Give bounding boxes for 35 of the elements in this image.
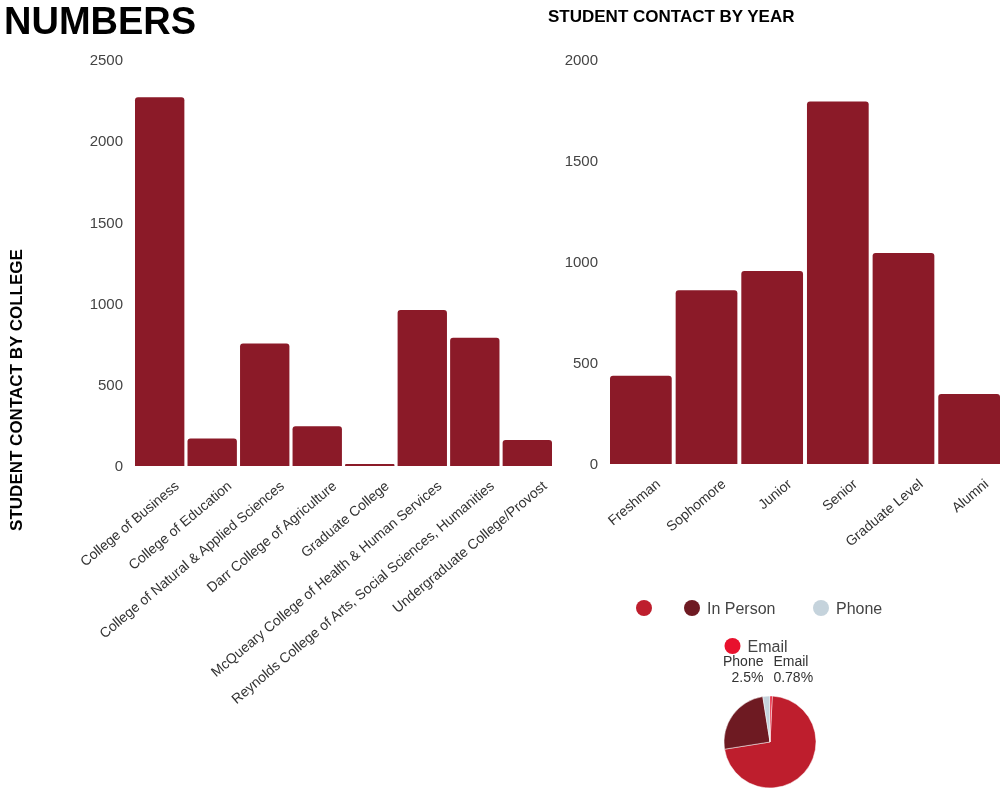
slice-label: Phone	[722, 653, 764, 670]
y-tick-label: 1500	[564, 152, 598, 170]
pie-slice	[724, 695, 817, 789]
y-tick-label: 0	[589, 455, 598, 473]
y-tick-label: 500	[97, 376, 123, 394]
y-tick-label: 2000	[89, 132, 123, 150]
legend-label: Phone	[836, 599, 883, 617]
chart-title: NUMBERS	[4, 0, 197, 42]
chart-title: STUDENT CONTACT BY YEAR	[548, 7, 795, 26]
bar	[292, 426, 342, 466]
bar	[872, 252, 935, 464]
bar	[450, 337, 500, 466]
legend-label: Email	[747, 637, 788, 655]
y-tick-label: 1500	[89, 213, 123, 231]
data-label: 2.5%	[731, 669, 764, 686]
y-tick-label: 500	[572, 354, 598, 372]
bar	[741, 271, 804, 464]
y-tick-label: 0	[114, 457, 123, 475]
bar	[397, 310, 447, 466]
bar	[806, 101, 869, 464]
bar	[610, 375, 672, 464]
bar	[675, 290, 738, 464]
y-tick-label: 2500	[89, 51, 123, 69]
bar	[502, 440, 552, 466]
bar	[135, 97, 185, 466]
data-label: 0.78%	[773, 669, 814, 686]
bar	[938, 393, 1000, 464]
legend-label: In Person	[707, 599, 776, 617]
y-axis-title: STUDENT CONTACT BY COLLEGE	[7, 249, 26, 531]
bar	[187, 438, 237, 466]
y-tick-label: 1000	[89, 294, 123, 312]
y-tick-label: 2000	[564, 51, 598, 69]
slice-label: Email	[773, 653, 809, 670]
bar	[240, 343, 290, 466]
y-tick-label: 1000	[564, 253, 598, 271]
